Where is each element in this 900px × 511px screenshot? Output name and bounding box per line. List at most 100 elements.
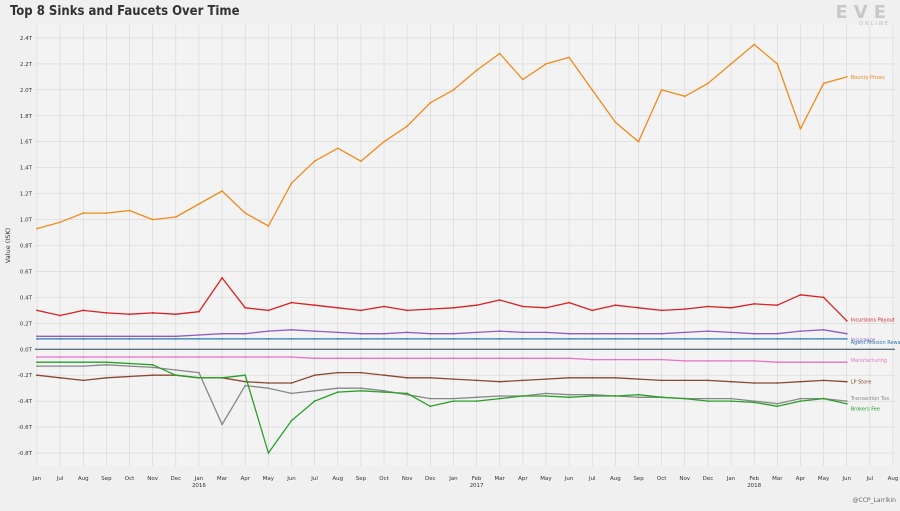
data-point-incursions-payout xyxy=(313,304,316,307)
data-point-insurance xyxy=(753,332,756,335)
y-tick-label: -0.2T xyxy=(18,373,33,379)
data-point-bounty-prizes xyxy=(452,88,455,91)
data-point-transaction-tax xyxy=(753,400,756,403)
y-tick-label: 1.8T xyxy=(20,114,33,120)
data-point-incursions-payout xyxy=(105,312,108,314)
author-credit: @CCP_Larrikin xyxy=(852,497,896,504)
data-point-incursions-payout xyxy=(244,306,247,309)
data-point-manufacturing xyxy=(359,357,362,360)
y-tick-label: 0.0T xyxy=(20,347,33,353)
data-point-agent-mission-rewards xyxy=(429,337,432,340)
data-point-brokers-fee xyxy=(545,395,547,397)
data-point-brokers-fee xyxy=(614,395,617,397)
data-point-brokers-fee xyxy=(359,389,362,392)
data-point-agent-mission-rewards xyxy=(151,337,154,340)
data-point-manufacturing xyxy=(82,356,85,358)
data-point-brokers-fee xyxy=(521,395,524,397)
data-point-transaction-tax xyxy=(359,387,362,390)
data-point-brokers-fee xyxy=(244,374,247,377)
data-point-lp-store xyxy=(614,376,617,379)
data-point-lp-store xyxy=(776,382,779,384)
data-point-incursions-payout xyxy=(707,305,709,308)
data-point-bounty-prizes xyxy=(521,78,524,81)
data-point-manufacturing xyxy=(59,356,62,358)
data-point-bounty-prizes xyxy=(614,121,617,124)
data-point-lp-store xyxy=(151,374,154,377)
data-point-insurance xyxy=(591,332,594,335)
data-point-incursions-payout xyxy=(336,306,339,309)
data-point-incursions-payout xyxy=(151,312,154,314)
y-tick-label: 1.2T xyxy=(20,192,33,198)
data-point-incursions-payout xyxy=(452,306,455,309)
data-point-insurance xyxy=(845,332,848,335)
data-point-insurance xyxy=(151,335,154,338)
data-point-transaction-tax xyxy=(198,371,200,374)
data-point-insurance xyxy=(799,330,802,333)
data-point-incursions-payout xyxy=(730,306,732,309)
data-point-incursions-payout xyxy=(198,310,200,313)
y-tick-label: 1.0T xyxy=(20,218,33,224)
data-point-manufacturing xyxy=(707,360,709,362)
series-line-lp-store xyxy=(36,371,847,384)
data-point-agent-mission-rewards xyxy=(707,337,709,340)
data-point-lp-store xyxy=(683,379,686,382)
data-point-insurance xyxy=(221,332,223,335)
data-point-agent-mission-rewards xyxy=(128,337,131,340)
x-tick-label: Jan xyxy=(32,476,42,482)
y-tick-label: 1.4T xyxy=(20,166,33,172)
data-point-bounty-prizes xyxy=(660,88,663,91)
data-point-insurance xyxy=(776,332,779,335)
data-point-brokers-fee xyxy=(128,362,131,365)
data-point-bounty-prizes xyxy=(591,88,594,91)
data-point-agent-mission-rewards xyxy=(660,337,663,340)
data-point-bounty-prizes xyxy=(568,56,571,59)
data-point-manufacturing xyxy=(683,360,686,362)
y-tick-label: 2.2T xyxy=(20,62,33,68)
data-point-agent-mission-rewards xyxy=(753,337,756,340)
data-point-incursions-payout xyxy=(359,309,362,312)
data-point-insurance xyxy=(475,331,478,334)
data-point-transaction-tax xyxy=(591,393,594,396)
series-label: Brokers Fee xyxy=(851,407,880,413)
data-point-incursions-payout xyxy=(406,309,409,312)
data-point-lp-store xyxy=(730,380,732,383)
data-point-insurance xyxy=(822,328,825,331)
data-point-bounty-prizes xyxy=(475,69,478,72)
x-tick-label: Oct xyxy=(379,476,389,482)
series-line-insurance xyxy=(37,329,847,337)
data-point-bounty-prizes xyxy=(637,140,640,143)
y-tick-label: -0.8T xyxy=(18,451,33,457)
data-point-lp-store xyxy=(36,374,38,377)
data-point-brokers-fee xyxy=(59,361,62,364)
series-label: Transaction Tax xyxy=(850,396,889,402)
data-point-brokers-fee xyxy=(822,397,825,400)
data-point-insurance xyxy=(707,330,709,333)
eve-logo: EVE xyxy=(835,2,892,23)
data-point-agent-mission-rewards xyxy=(406,337,409,340)
series-label: LP Store xyxy=(851,380,872,386)
data-point-manufacturing xyxy=(637,358,640,361)
data-point-agent-mission-rewards xyxy=(614,337,617,340)
data-point-brokers-fee xyxy=(498,397,501,400)
data-point-lp-store xyxy=(845,380,848,383)
data-point-manufacturing xyxy=(822,361,825,364)
data-point-bounty-prizes xyxy=(221,190,223,192)
x-tick-label: Oct xyxy=(657,476,667,482)
x-tick-label: Apr xyxy=(240,476,250,482)
data-point-lp-store xyxy=(753,382,756,384)
data-point-bounty-prizes xyxy=(545,63,547,65)
data-point-lp-store xyxy=(383,374,385,377)
series-label: Agent Mission Rewards xyxy=(851,340,900,346)
x-tick-label: Aug xyxy=(610,476,621,482)
data-point-agent-mission-rewards xyxy=(475,337,478,340)
data-point-manufacturing xyxy=(498,357,501,360)
data-point-transaction-tax xyxy=(336,387,339,390)
data-point-transaction-tax xyxy=(313,389,316,392)
y-tick-label: 0.4T xyxy=(20,295,33,301)
data-point-brokers-fee xyxy=(730,400,732,403)
data-point-agent-mission-rewards xyxy=(336,337,339,340)
data-point-agent-mission-rewards xyxy=(776,337,779,340)
data-point-manufacturing xyxy=(128,356,131,358)
x-tick-label: Aug xyxy=(78,476,89,482)
data-point-insurance xyxy=(59,335,62,338)
